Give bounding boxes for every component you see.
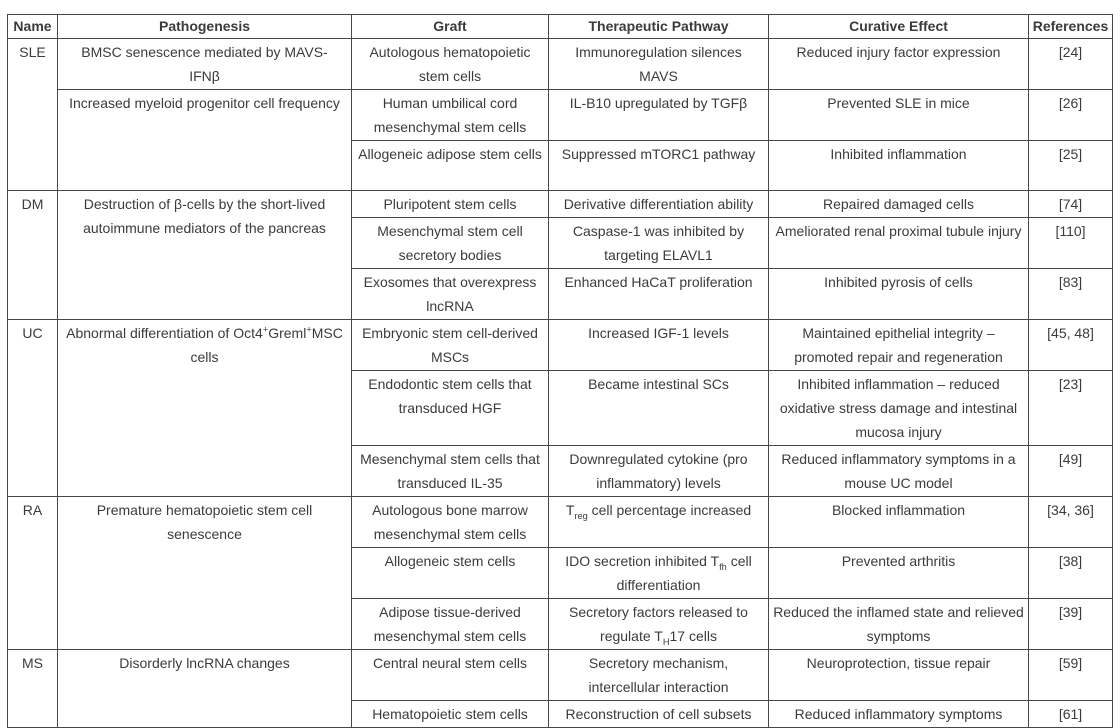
pathway-cell: Downregulated cytokine (pro inflammatory… — [548, 445, 769, 497]
graft-cell: Allogeneic adipose stem cells — [351, 140, 549, 191]
reference-cell: [26] — [1028, 89, 1113, 141]
stem-cell-therapy-table: Name Pathogenesis Graft Therapeutic Path… — [7, 14, 1113, 728]
header-pathogenesis: Pathogenesis — [57, 14, 352, 39]
header-references: References — [1028, 14, 1113, 39]
effect-cell: Inhibited inflammation – reduced oxidati… — [768, 370, 1029, 446]
effect-cell: Reduced injury factor expression — [768, 38, 1029, 90]
effect-cell: Reduced inflammatory symptoms — [768, 700, 1029, 728]
reference-cell: [38] — [1028, 547, 1113, 599]
effect-cell: Reduced the inflamed state and relieved … — [768, 598, 1029, 650]
row-dm-3: Exosomes that overexpress lncRNA Enhance… — [8, 268, 1113, 320]
reference-cell: [45, 48] — [1028, 319, 1113, 371]
effect-cell: Ameliorated renal proximal tubule injury — [768, 217, 1029, 269]
reference-cell: [25] — [1028, 140, 1113, 191]
reference-cell: [24] — [1028, 38, 1113, 90]
graft-cell: Autologous bone marrow mesenchymal stem … — [351, 496, 549, 548]
reference-cell: [59] — [1028, 649, 1113, 701]
graft-cell: Hematopoietic stem cells — [351, 700, 549, 728]
pathogenesis-cell: Increased myeloid progenitor cell freque… — [57, 89, 352, 191]
effect-cell: Prevented arthritis — [768, 547, 1029, 599]
pathway-cell: IL-B10 upregulated by TGFβ — [548, 89, 769, 141]
row-ra-3: Adipose tissue-derived mesenchymal stem … — [8, 598, 1113, 650]
effect-cell: Neuroprotection, tissue repair — [768, 649, 1029, 701]
pathogenesis-cell: BMSC senescence mediated by MAVS- IFNβ — [57, 38, 352, 90]
graft-cell: Allogeneic stem cells — [351, 547, 549, 599]
row-uc-1: UC Abnormal differentiation of Oct4+Grem… — [7, 319, 1113, 497]
pathway-cell: Enhanced HaCaT proliferation — [548, 268, 769, 320]
row-dm-1: DM Destruction of β-cells by the short-l… — [7, 190, 1113, 320]
reference-cell: [110] — [1028, 217, 1113, 269]
effect-cell: Reduced inflammatory symptoms in a mouse… — [768, 445, 1029, 497]
graft-cell: Mesenchymal stem cells that transduced I… — [351, 445, 549, 497]
header-therapeutic-pathway: Therapeutic Pathway — [548, 14, 769, 39]
effect-cell: Maintained epithelial integrity – promot… — [768, 319, 1029, 371]
row-ra-2: Allogeneic stem cells IDO secretion inhi… — [8, 547, 1113, 599]
pathway-cell: Secretory factors released to regulate T… — [548, 598, 769, 650]
pathway-cell: IDO secretion inhibited Tfh cell differe… — [548, 547, 769, 599]
reference-cell: [39] — [1028, 598, 1113, 650]
pathogenesis-cell: Premature hematopoietic stem cell senesc… — [57, 496, 352, 650]
row-sle-3: Allogeneic adipose stem cells Suppressed… — [8, 140, 1113, 191]
effect-cell: Blocked inflammation — [768, 496, 1029, 548]
disease-name-cell: SLE — [7, 38, 58, 191]
reference-cell: [61] — [1028, 700, 1113, 728]
disease-name-cell: MS — [7, 649, 58, 728]
disease-name-cell: DM — [7, 190, 58, 320]
effect-cell: Repaired damaged cells — [768, 190, 1029, 218]
header-name: Name — [7, 14, 58, 39]
header-curative-effect: Curative Effect — [768, 14, 1029, 39]
pathway-cell: Treg cell percentage increased — [548, 496, 769, 548]
reference-cell: [49] — [1028, 445, 1113, 497]
row-sle-1: SLE BMSC senescence mediated by MAVS- IFN… — [7, 38, 1113, 191]
effect-cell: Inhibited pyrosis of cells — [768, 268, 1029, 320]
disease-name-cell: UC — [7, 319, 58, 497]
pathway-cell: Suppressed mTORC1 pathway — [548, 140, 769, 191]
row-dm-2: Mesenchymal stem cell secretory bodies C… — [8, 217, 1113, 269]
pathway-cell: Became intestinal SCs — [548, 370, 769, 446]
reference-cell: [23] — [1028, 370, 1113, 446]
pathogenesis-cell: Destruction of β-cells by the short-live… — [57, 190, 352, 320]
disease-name-cell: RA — [7, 496, 58, 650]
row-ms-1: MS Disorderly lncRNA changes Central neu… — [7, 649, 1113, 728]
pathway-cell: Increased IGF-1 levels — [548, 319, 769, 371]
header-graft: Graft — [351, 14, 549, 39]
graft-cell: Embryonic stem cell-derived MSCs — [351, 319, 549, 371]
graft-cell: Autologous hematopoietic stem cells — [351, 38, 549, 90]
reference-cell: [34, 36] — [1028, 496, 1113, 548]
graft-cell: Mesenchymal stem cell secretory bodies — [351, 217, 549, 269]
pathway-cell: Derivative differentiation ability — [548, 190, 769, 218]
pathway-cell: Reconstruction of cell subsets — [548, 700, 769, 728]
pathway-cell: Secretory mechanism, intercellular inter… — [548, 649, 769, 701]
pathogenesis-cell: Abnormal differentiation of Oct4+Greml+M… — [57, 319, 352, 497]
pathway-cell: Immunoregulation silences MAVS — [548, 38, 769, 90]
pathogenesis-cell: Disorderly lncRNA changes — [57, 649, 352, 728]
row-sle-2: Increased myeloid progenitor cell freque… — [8, 89, 1113, 191]
effect-cell: Inhibited inflammation — [768, 140, 1029, 191]
graft-cell: Human umbilical cord mesenchymal stem ce… — [351, 89, 549, 141]
reference-cell: [83] — [1028, 268, 1113, 320]
reference-cell: [74] — [1028, 190, 1113, 218]
row-ms-2: Hematopoietic stem cells Reconstruction … — [8, 700, 1113, 728]
header-row: Name Pathogenesis Graft Therapeutic Path… — [7, 14, 1113, 39]
graft-cell: Pluripotent stem cells — [351, 190, 549, 218]
graft-cell: Central neural stem cells — [351, 649, 549, 701]
graft-cell: Exosomes that overexpress lncRNA — [351, 268, 549, 320]
row-uc-3: Mesenchymal stem cells that transduced I… — [8, 445, 1113, 497]
graft-cell: Endodontic stem cells that transduced HG… — [351, 370, 549, 446]
pathway-cell: Caspase-1 was inhibited by targeting ELA… — [548, 217, 769, 269]
effect-cell: Prevented SLE in mice — [768, 89, 1029, 141]
row-ra-1: RA Premature hematopoietic stem cell sen… — [7, 496, 1113, 650]
graft-cell: Adipose tissue-derived mesenchymal stem … — [351, 598, 549, 650]
row-uc-2: Endodontic stem cells that transduced HG… — [8, 370, 1113, 446]
